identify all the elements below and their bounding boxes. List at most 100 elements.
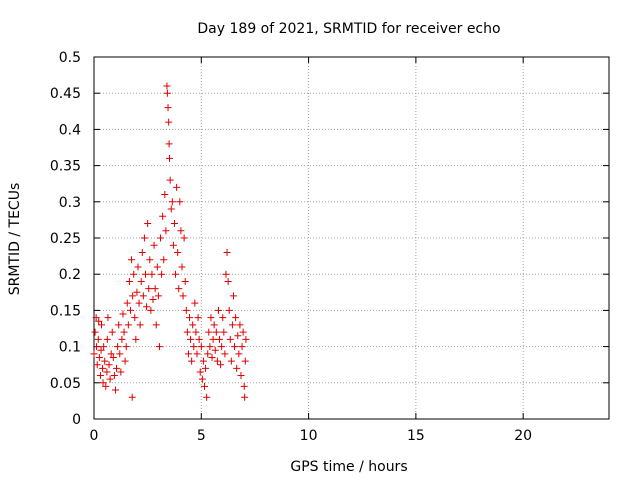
data-point	[111, 386, 119, 394]
data-point	[106, 375, 114, 383]
data-point	[103, 335, 111, 343]
data-point	[224, 277, 232, 285]
data-point	[234, 332, 242, 340]
data-point	[191, 299, 199, 307]
data-point	[161, 191, 169, 199]
data-point	[158, 270, 166, 278]
data-point	[167, 205, 175, 213]
y-tick-label: 0.15	[50, 303, 81, 319]
data-point	[168, 198, 176, 206]
y-tick-label: 0.4	[59, 122, 81, 138]
data-point	[97, 346, 105, 354]
data-point	[217, 361, 225, 369]
data-point	[99, 364, 107, 372]
grid-lines	[94, 57, 609, 419]
data-point	[240, 382, 248, 390]
y-tick-label: 0.25	[50, 231, 81, 247]
data-point	[135, 299, 143, 307]
data-point	[220, 328, 228, 336]
data-point	[173, 183, 181, 191]
data-point	[241, 393, 249, 401]
data-point	[169, 241, 177, 249]
data-point	[103, 368, 111, 376]
x-tick-label: 20	[514, 428, 532, 444]
data-point	[116, 350, 124, 358]
x-tick-label: 10	[300, 428, 318, 444]
data-point	[228, 321, 236, 329]
data-point	[178, 263, 186, 271]
data-point	[236, 321, 244, 329]
data-point	[188, 357, 196, 365]
x-axis-label: GPS time / hours	[290, 459, 407, 475]
y-tick-label: 0.45	[50, 86, 81, 102]
data-point	[172, 270, 180, 278]
data-point	[142, 270, 149, 278]
data-point	[93, 361, 101, 369]
data-point	[176, 198, 184, 206]
data-point	[147, 306, 155, 314]
data-point	[145, 285, 153, 293]
y-tick-label: 0.2	[59, 267, 81, 283]
data-point	[138, 248, 146, 256]
data-point	[151, 285, 159, 293]
data-point	[232, 314, 240, 322]
data-point	[115, 321, 123, 329]
y-tick-label: 0.35	[50, 159, 81, 175]
data-point	[192, 328, 200, 336]
data-point	[177, 227, 185, 235]
data-point	[107, 350, 115, 358]
data-point	[93, 343, 101, 351]
data-point	[214, 306, 222, 314]
data-point	[239, 328, 247, 336]
data-point	[102, 382, 110, 390]
data-point	[122, 343, 130, 351]
data-point	[175, 285, 183, 293]
data-point	[205, 328, 213, 336]
data-point	[140, 234, 148, 242]
data-points	[90, 82, 250, 401]
data-point	[196, 368, 204, 376]
data-point	[221, 350, 229, 358]
data-point	[108, 328, 116, 336]
data-point	[180, 234, 188, 242]
data-point	[119, 310, 127, 318]
data-point	[199, 357, 207, 365]
data-point	[136, 321, 144, 329]
y-tick-label: 0	[72, 412, 81, 428]
data-point	[241, 357, 249, 365]
data-point	[154, 292, 162, 300]
data-point	[132, 335, 140, 343]
data-point	[229, 292, 237, 300]
data-point	[219, 314, 227, 322]
data-point	[206, 343, 214, 351]
data-point	[213, 357, 221, 365]
data-point	[128, 393, 136, 401]
data-point	[90, 350, 98, 358]
data-point	[160, 256, 168, 264]
data-point	[92, 314, 100, 322]
data-point	[195, 335, 203, 343]
data-point	[183, 328, 191, 336]
data-point	[99, 379, 107, 387]
data-point	[204, 350, 212, 358]
y-tick-label: 0.5	[59, 50, 81, 66]
data-point	[153, 263, 161, 271]
y-axis-label: SRMTID / TECUs	[7, 183, 23, 296]
data-point	[159, 212, 167, 220]
data-point	[137, 277, 145, 285]
data-point	[202, 364, 210, 372]
data-point	[144, 220, 152, 228]
data-point	[128, 256, 136, 264]
data-point	[95, 317, 103, 325]
data-point	[201, 382, 209, 390]
data-point	[117, 368, 125, 376]
data-point	[91, 328, 99, 336]
data-point	[129, 292, 137, 300]
data-point	[152, 321, 160, 329]
data-point	[203, 393, 211, 401]
data-point	[231, 343, 239, 351]
data-point	[225, 306, 233, 314]
plot-frame	[93, 56, 610, 420]
data-point	[227, 357, 235, 365]
data-point	[118, 335, 126, 343]
